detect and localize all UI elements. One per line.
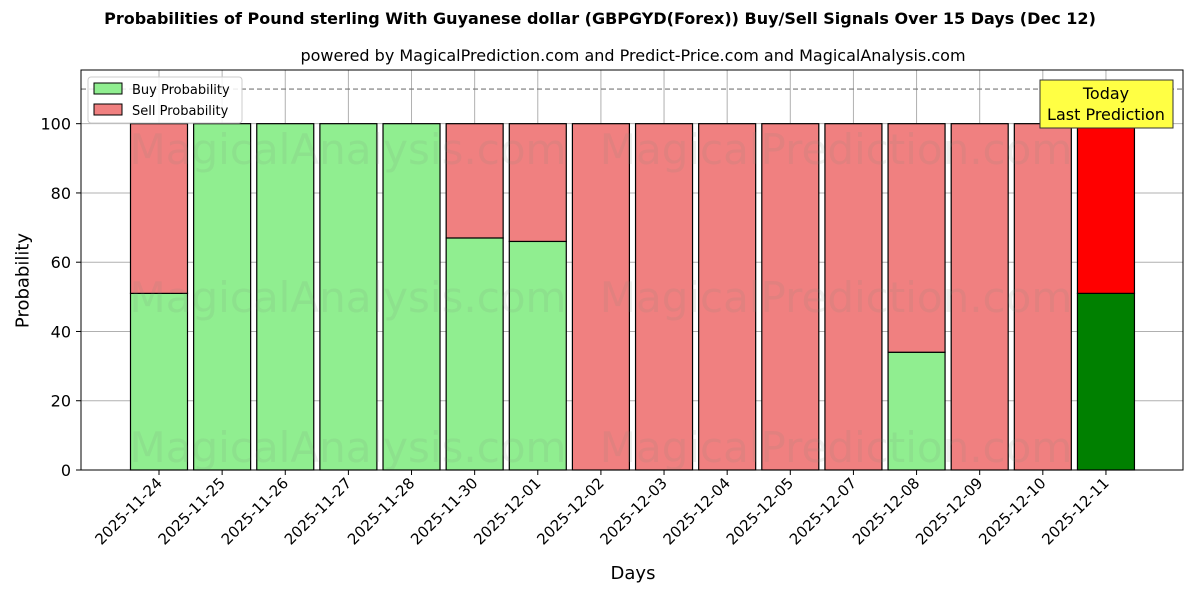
bar-2025-12-08 [887, 123, 946, 471]
y-tick-label: 0 [61, 461, 71, 480]
x-tick-label: 2025-11-25 [155, 474, 229, 548]
x-tick-label: 2025-12-01 [470, 474, 544, 548]
buy-segment [256, 123, 315, 471]
watermark-text: MagicalPrediction.com [600, 273, 1073, 322]
x-tick-label: 2025-12-07 [786, 474, 860, 548]
x-tick-label: 2025-12-11 [1038, 474, 1112, 548]
legend-sell-label: Sell Probability [132, 104, 229, 119]
sell-segment [508, 123, 567, 243]
legend-sell-swatch [93, 103, 123, 116]
watermark-text: MagicalPrediction.com [600, 423, 1073, 472]
sell-segment [445, 123, 504, 239]
annotation-box [1039, 79, 1174, 129]
x-axis-label: Days [610, 563, 656, 584]
bar-2025-12-03 [634, 123, 694, 471]
bar-2025-11-28 [382, 123, 441, 471]
y-tick-label: 60 [51, 253, 71, 272]
y-tick-label: 20 [51, 392, 71, 411]
bar-2025-12-11 [1076, 123, 1136, 471]
buy-segment [887, 351, 946, 471]
buy-segment [382, 123, 441, 471]
bars [129, 123, 1136, 471]
sell-segment [129, 123, 189, 294]
bar-2025-12-04 [698, 123, 757, 471]
axes [80, 69, 1184, 471]
x-tick-label: 2025-12-09 [912, 474, 986, 548]
bar-2025-11-24 [129, 123, 189, 471]
legend: Buy Probability Sell Probability [87, 76, 243, 124]
buy-segment [319, 123, 378, 471]
watermark-text: MagicalAnalysis.com [130, 423, 567, 472]
x-tick-label: 2025-12-03 [596, 474, 670, 548]
x-tick-label: 2025-11-26 [218, 474, 292, 548]
y-tick-label: 80 [51, 184, 71, 203]
x-tick-label: 2025-11-27 [281, 474, 355, 548]
bar-2025-11-27 [319, 123, 378, 471]
watermarks: MagicalAnalysis.com MagicalPrediction.com… [130, 125, 1073, 472]
x-tick-label: 2025-12-04 [660, 474, 734, 548]
sell-segment [1013, 123, 1072, 471]
buy-segment [129, 292, 189, 471]
bar-2025-12-09 [950, 123, 1009, 471]
sell-segment [1076, 123, 1136, 294]
chart-title: Probabilities of Pound sterling With Guy… [104, 9, 1096, 28]
axes-frame [80, 69, 1184, 471]
annotation-line2: Last Prediction [1047, 105, 1165, 124]
x-tick-label: 2025-11-28 [344, 474, 418, 548]
watermark-text: MagicalAnalysis.com [130, 273, 567, 322]
bar-2025-11-30 [445, 123, 504, 471]
x-tick-label: 2025-12-02 [533, 474, 607, 548]
bar-2025-11-25 [193, 123, 252, 471]
y-tick-label: 100 [40, 115, 71, 134]
y-tick-label: 40 [51, 322, 71, 341]
x-tick-label: 2025-12-10 [975, 474, 1049, 548]
buy-segment [508, 240, 567, 471]
x-tick-label: 2025-11-24 [91, 474, 165, 548]
bar-2025-12-10 [1013, 123, 1072, 471]
legend-buy-swatch [93, 82, 123, 95]
sell-segment [950, 123, 1009, 471]
x-tick-label: 2025-12-05 [723, 474, 797, 548]
sell-segment [634, 123, 694, 471]
x-tick-label: 2025-12-08 [849, 474, 923, 548]
annotation-line1: Today [1082, 84, 1129, 103]
legend-box [87, 76, 243, 124]
buy-segment [193, 123, 252, 471]
today-annotation: Today Last Prediction [1039, 79, 1174, 129]
sell-segment [698, 123, 757, 471]
buy-segment [1076, 292, 1136, 471]
bar-2025-11-26 [256, 123, 315, 471]
chart-subtitle: powered by MagicalPrediction.com and Pre… [300, 46, 966, 65]
legend-buy-label: Buy Probability [132, 83, 230, 98]
watermark-text: MagicalAnalysis.com [130, 125, 567, 174]
sell-segment [887, 123, 946, 353]
x-tick-label: 2025-11-30 [407, 474, 481, 548]
bar-2025-12-01 [508, 123, 567, 471]
buy-segment [445, 237, 504, 471]
watermark-text: MagicalPrediction.com [600, 125, 1073, 174]
